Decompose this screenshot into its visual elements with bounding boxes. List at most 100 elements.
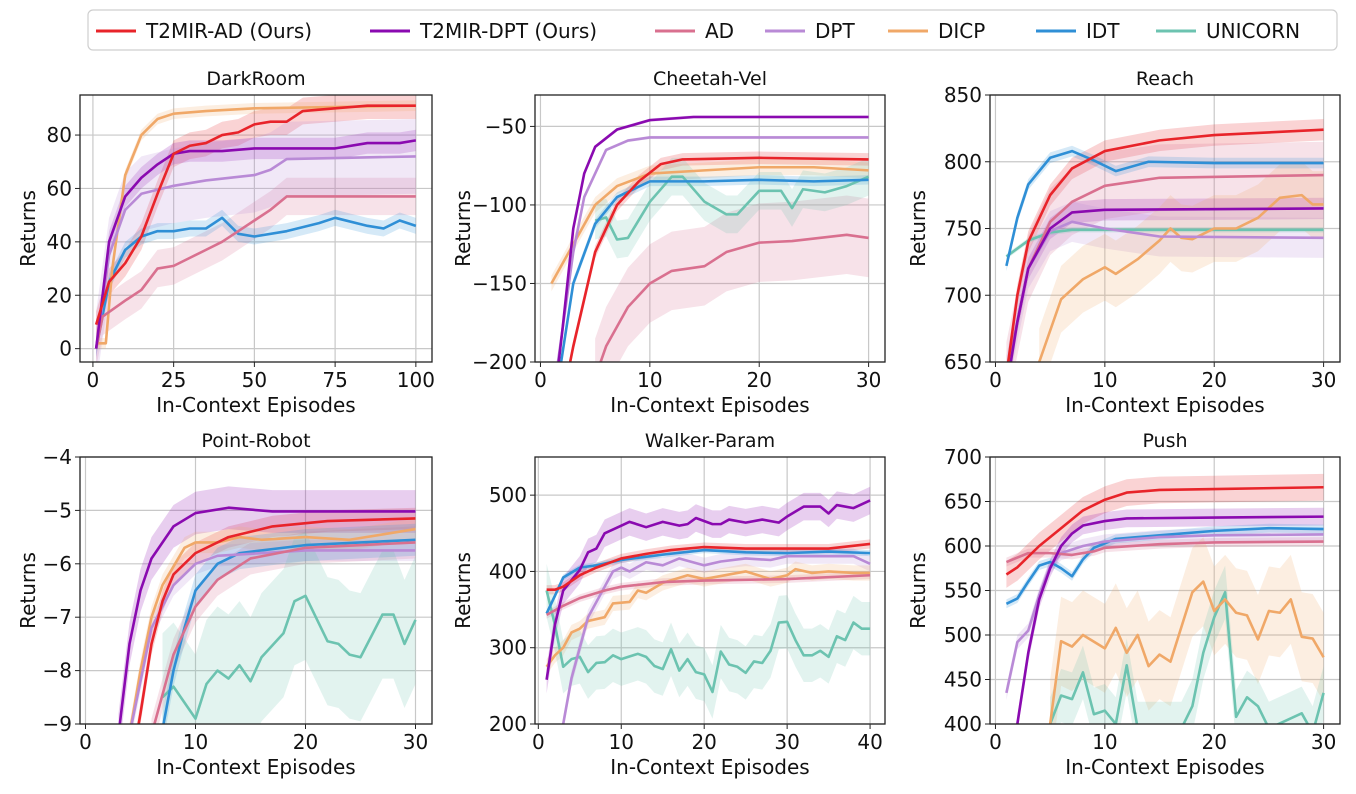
series-line-t2mir-ad-ours- (546, 542, 871, 592)
y-tick-label: 650 (944, 350, 982, 374)
series-line-dicp (545, 567, 871, 668)
x-tick-label: 10 (1092, 368, 1117, 392)
band-t2mir-ad-ours- (1006, 473, 1324, 588)
x-axis-label: In-Context Episodes (1065, 393, 1264, 417)
series-line-t2mir-dpt-ours- (557, 115, 869, 362)
band-t2mir-dpt-ours- (96, 129, 416, 360)
series-line-dicp (1048, 580, 1325, 724)
band-dicp (1050, 537, 1324, 724)
y-tick-label: −4 (43, 445, 72, 469)
y-axis-label: Returns (16, 190, 40, 267)
y-axis-label: Returns (16, 552, 40, 629)
subplot-point-robot: Point-Robot 0 10 20 30 −9 −8 −7 −6 −5 −4 In-Context… (16, 430, 433, 779)
legend-label: T2MIR-AD (Ours) (145, 19, 312, 43)
y-tick-label: −8 (43, 659, 72, 683)
y-axis-label: Returns (451, 552, 475, 629)
series-line-t2mir-dpt-ours- (1009, 207, 1324, 362)
y-tick-label: −9 (43, 712, 72, 736)
band-ad (595, 195, 869, 362)
y-axis-label: Returns (451, 190, 475, 267)
x-tick-label: 0 (532, 730, 545, 754)
band-t2mir-dpt-ours- (118, 486, 416, 724)
y-tick-label: 550 (944, 579, 982, 603)
band-dicp (129, 518, 416, 724)
legend-item: T2MIR-DPT (Ours) (370, 19, 597, 43)
y-tick-label: 60 (47, 176, 72, 200)
x-tick-label: 10 (637, 368, 662, 392)
y-tick-label: −200 (472, 350, 527, 374)
legend-label: UNICORN (1206, 19, 1300, 43)
y-tick-label: 40 (47, 230, 72, 254)
x-tick-label: 25 (161, 368, 186, 392)
y-tick-label: 450 (944, 668, 982, 692)
x-tick-label: 0 (989, 730, 1002, 754)
series-line-idt (1005, 526, 1324, 606)
x-tick-label: 0 (534, 368, 547, 392)
x-tick-label: 0 (79, 730, 92, 754)
band-t2mir-dpt-ours- (546, 486, 871, 694)
y-tick-label: 500 (944, 623, 982, 647)
legend-item: AD (655, 19, 734, 43)
band-ad (1006, 141, 1324, 362)
series-line-t2mir-ad-ours- (137, 517, 416, 724)
y-tick-label: 800 (944, 150, 982, 174)
subplot-title: Cheetah-Vel (653, 68, 767, 90)
y-tick-label: 200 (489, 712, 527, 736)
band-dpt (129, 539, 416, 724)
axes-frame (79, 94, 433, 363)
series-line-t2mir-dpt-ours- (545, 499, 871, 680)
series-line-ad (153, 541, 416, 724)
y-tick-label: 700 (944, 445, 982, 469)
band-t2mir-ad-ours- (96, 95, 416, 338)
band-unicorn (595, 157, 869, 259)
legend-item: DPT (765, 19, 855, 43)
x-tick-label: 30 (856, 368, 881, 392)
legend-item: T2MIR-AD (Ours) (96, 19, 312, 43)
series-line-idt (1005, 149, 1324, 267)
x-tick-label: 20 (691, 730, 716, 754)
series-line-t2mir-ad-ours- (568, 156, 869, 362)
band-ad (1006, 537, 1324, 567)
series-line-idt (162, 538, 416, 724)
plot-area (1005, 119, 1324, 362)
y-tick-label: 600 (944, 534, 982, 558)
axes-frame (534, 456, 886, 725)
x-tick-label: 30 (774, 730, 799, 754)
series-line-unicorn (594, 175, 870, 241)
x-axis-label: In-Context Episodes (610, 393, 809, 417)
series-line-unicorn (161, 594, 417, 720)
legend-label: AD (705, 19, 734, 43)
series-line-ad (1005, 540, 1324, 564)
series-line-t2mir-dpt-ours- (1016, 515, 1324, 724)
series-line-dpt (556, 136, 869, 362)
x-tick-label: 20 (293, 730, 318, 754)
y-tick-label: 500 (489, 483, 527, 507)
legend-label: T2MIR-DPT (Ours) (419, 19, 597, 43)
series-line-idt (545, 548, 871, 614)
y-tick-label: 20 (47, 283, 72, 307)
legend-frame (87, 9, 1338, 51)
subplot-reach: Reach 0 10 20 30 650 700 750 800 850 In-Context Ep… (906, 68, 1341, 417)
y-tick-label: −50 (485, 114, 527, 138)
x-tick-label: 75 (322, 368, 347, 392)
legend-item: IDT (1036, 19, 1120, 43)
band-idt (96, 209, 416, 357)
y-tick-label: 750 (944, 217, 982, 241)
legend-item: UNICORN (1156, 19, 1300, 43)
y-tick-label: −6 (43, 552, 72, 576)
x-tick-label: 30 (1311, 730, 1336, 754)
y-tick-label: −7 (43, 605, 72, 629)
band-unicorn (546, 563, 871, 719)
x-tick-label: 0 (989, 368, 1002, 392)
plot-area (545, 486, 871, 724)
series-line-idt (559, 178, 869, 362)
band-idt (1006, 523, 1324, 609)
y-tick-label: 400 (489, 559, 527, 583)
subplot-title: Push (1142, 430, 1187, 452)
subplot-darkroom: DarkRoom 0 25 50 75 100 0 20 40 60 80 In-Context Ep… (16, 68, 435, 417)
band-idt (546, 547, 871, 617)
series-line-t2mir-dpt-ours- (118, 506, 416, 724)
band-ad (546, 571, 871, 619)
